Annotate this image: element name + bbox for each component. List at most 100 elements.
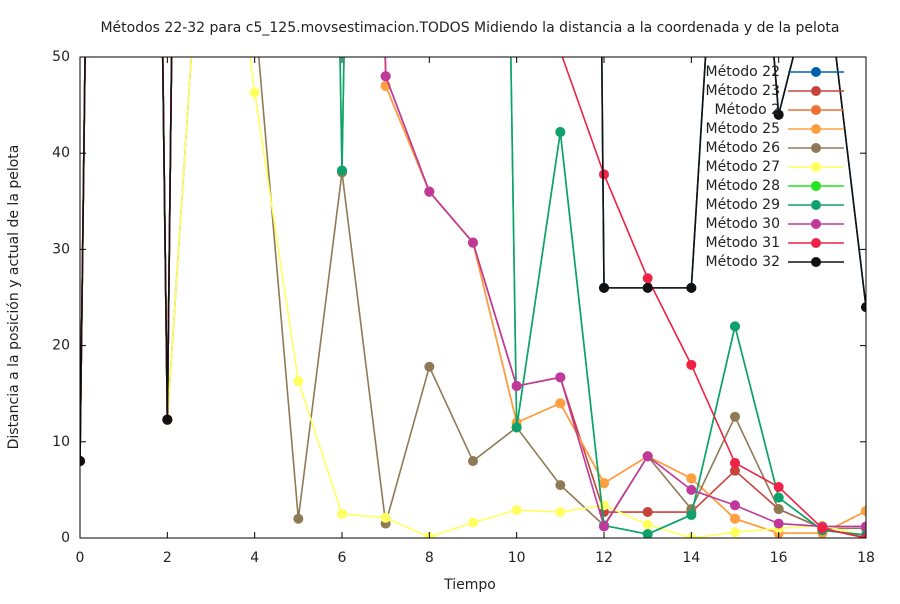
- data-point: [861, 521, 866, 532]
- legend-label: Método 30: [706, 216, 780, 232]
- legend-label: Método 26: [706, 140, 781, 156]
- y-tick-label: 20: [52, 338, 70, 354]
- legend-marker: [811, 200, 821, 210]
- data-point: [555, 372, 566, 383]
- legend-label: Método 23: [706, 83, 780, 99]
- data-point: [468, 456, 478, 467]
- data-point: [686, 473, 697, 484]
- data-point: [555, 398, 566, 409]
- data-point: [468, 237, 478, 248]
- legend-marker: [811, 67, 821, 77]
- data-point: [730, 465, 740, 476]
- data-point: [686, 484, 697, 495]
- data-point: [686, 509, 697, 520]
- x-tick-label: 6: [338, 550, 347, 566]
- data-point: [424, 186, 435, 197]
- data-point: [511, 422, 522, 433]
- legend-label: Método 29: [706, 197, 780, 213]
- legend: Método 22 Método 23 Método 2 Método 25 Métod…: [706, 64, 844, 270]
- y-tick-label: 30: [52, 241, 70, 257]
- data-point: [555, 127, 566, 138]
- data-point: [293, 513, 304, 524]
- data-point: [80, 456, 85, 467]
- data-point: [555, 507, 566, 518]
- data-point: [861, 533, 866, 538]
- y-axis-label: Distancia a la posición y actual de la p…: [6, 145, 22, 450]
- data-point: [337, 508, 347, 519]
- data-point: [642, 273, 653, 284]
- data-point: [730, 500, 740, 511]
- y-tick-label: 40: [52, 145, 70, 161]
- data-point: [599, 500, 609, 511]
- legend-marker: [811, 257, 821, 267]
- data-point: [599, 521, 609, 532]
- legend-marker: [811, 219, 821, 229]
- data-point: [730, 527, 740, 538]
- legend-label: Método 32: [706, 254, 780, 270]
- data-point: [642, 519, 653, 530]
- x-tick-label: 18: [857, 550, 875, 566]
- y-tick-label: 50: [52, 49, 70, 65]
- plot-border: [79, 56, 867, 539]
- legend-label: Método 22: [706, 64, 780, 80]
- x-tick-label: 14: [682, 550, 700, 566]
- legend-label: Método 27: [706, 159, 780, 175]
- x-axis-label: Tiempo: [443, 577, 496, 593]
- data-point: [599, 478, 609, 489]
- x-tick-label: 0: [76, 550, 85, 566]
- legend-marker: [811, 143, 821, 153]
- data-point: [730, 457, 740, 468]
- data-point: [642, 451, 653, 462]
- data-point: [511, 381, 522, 392]
- data-point: [599, 282, 609, 293]
- chart-title: Métodos 22-32 para c5_125.movsestimacion…: [100, 20, 839, 36]
- data-point: [380, 512, 391, 523]
- data-point: [424, 361, 435, 372]
- legend-label: Método 2: [714, 102, 780, 118]
- data-point: [686, 359, 697, 370]
- legend-marker: [811, 162, 821, 172]
- data-point: [468, 517, 478, 528]
- x-tick-label: 2: [163, 550, 172, 566]
- data-point: [861, 302, 866, 313]
- legend-label: Método 28: [706, 178, 780, 194]
- legend-marker: [811, 238, 821, 248]
- data-point: [249, 87, 260, 98]
- data-point: [730, 411, 740, 422]
- data-point: [730, 513, 740, 524]
- data-point: [730, 321, 740, 332]
- x-tick-label: 12: [595, 550, 613, 566]
- data-point: [861, 506, 866, 517]
- legend-label: Método 31: [706, 235, 780, 251]
- data-point: [293, 376, 304, 387]
- x-tick-label: 16: [770, 550, 788, 566]
- data-point: [773, 492, 784, 503]
- data-point: [773, 482, 784, 493]
- y-tick-label: 0: [61, 530, 70, 546]
- x-tick-label: 4: [250, 550, 259, 566]
- data-point: [555, 480, 566, 491]
- data-point: [773, 504, 784, 515]
- data-point: [773, 518, 784, 529]
- data-point: [599, 169, 609, 180]
- data-point: [817, 523, 828, 534]
- data-point: [642, 282, 653, 293]
- legend-marker: [811, 181, 821, 191]
- x-tick-label: 10: [508, 550, 526, 566]
- plot-area: [80, 57, 866, 538]
- data-point: [773, 109, 784, 120]
- legend-label: Método 25: [706, 121, 780, 137]
- data-point: [642, 507, 653, 518]
- y-tick-label: 10: [52, 434, 70, 450]
- data-point: [380, 71, 391, 82]
- data-point: [686, 282, 697, 293]
- data-point: [511, 505, 522, 516]
- data-point: [642, 529, 653, 538]
- legend-marker: [811, 86, 821, 96]
- x-tick-label: 8: [425, 550, 434, 566]
- data-point: [162, 414, 173, 425]
- legend-marker: [811, 105, 821, 115]
- legend-marker: [811, 124, 821, 134]
